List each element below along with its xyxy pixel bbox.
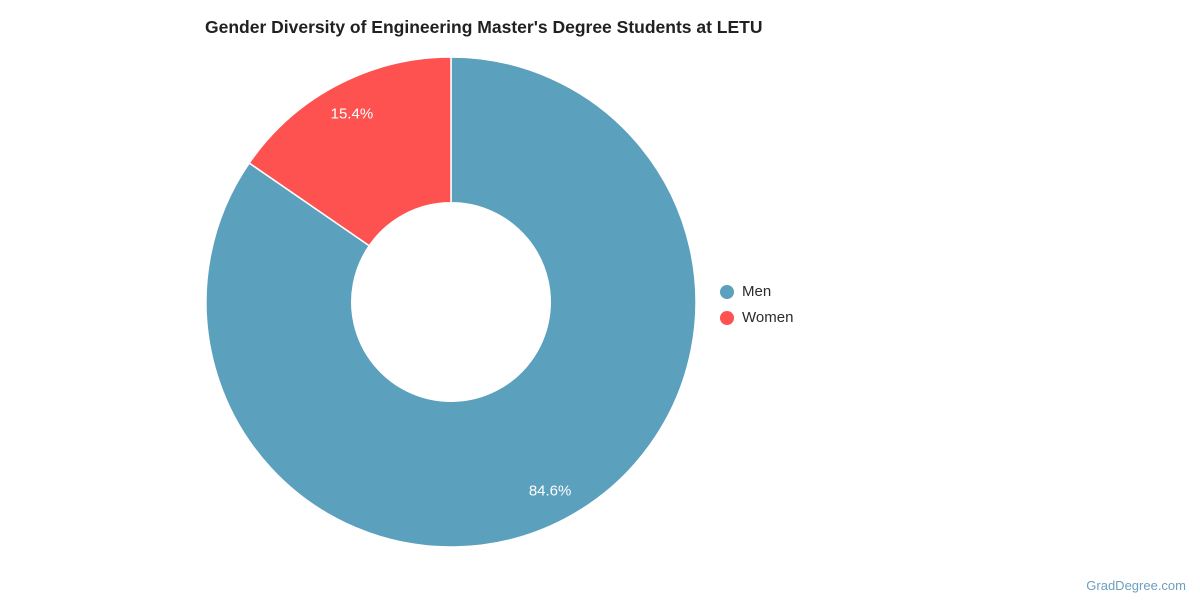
slice-label-men: 84.6%: [529, 483, 572, 500]
pie-slice-women[interactable]: [248, 56, 452, 247]
legend-color-dot-women: [720, 311, 734, 325]
legend-label-women: Women: [742, 309, 794, 326]
slice-label-women: 15.4%: [331, 105, 374, 122]
donut-chart: 84.6% 15.4%: [205, 56, 697, 548]
chart-title: Gender Diversity of Engineering Master's…: [205, 17, 763, 37]
pie-slice-men[interactable]: [205, 56, 697, 548]
legend-color-dot-men: [720, 285, 734, 299]
legend-item-men: Men: [720, 282, 793, 302]
legend: Men Women: [720, 282, 793, 328]
legend-label-men: Men: [742, 283, 772, 300]
watermark-link[interactable]: GradDegree.com: [1086, 578, 1186, 593]
legend-item-women: Women: [720, 308, 793, 328]
